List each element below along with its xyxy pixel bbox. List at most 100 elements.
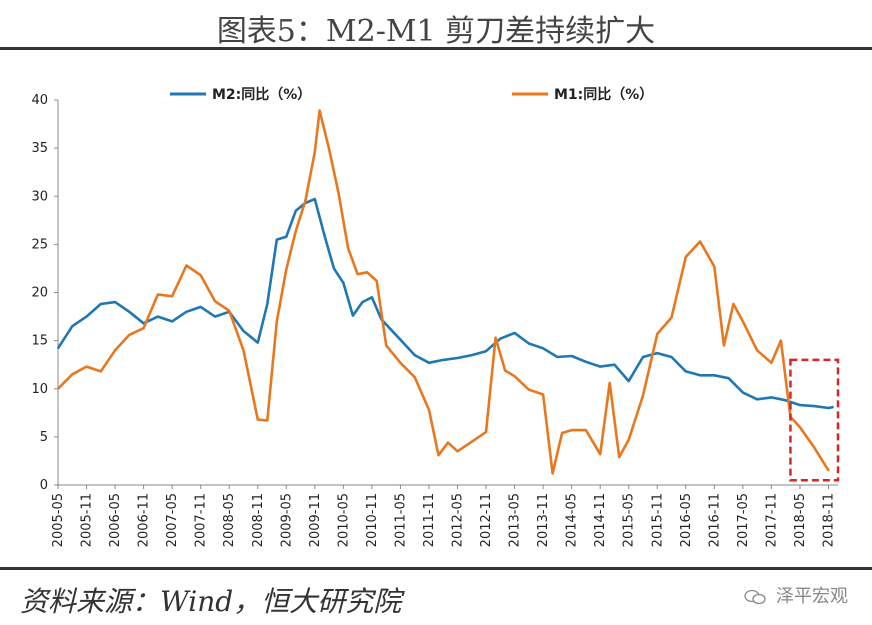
data-point-m1	[570, 429, 573, 431]
data-point-m1	[437, 454, 440, 457]
chart: 0 5 10 15 20 25 30 35 40 2005-05 2005-11 2006-05 200…	[31, 86, 840, 547]
data-point-m2	[242, 330, 245, 332]
highlight-layer	[789, 358, 840, 482]
data-point-m1	[670, 316, 673, 319]
data-point-m2	[485, 350, 487, 353]
data-point-m1	[542, 393, 544, 396]
x-tick-label: 2009-11	[308, 493, 323, 547]
data-point-m1	[114, 349, 116, 352]
data-point-m2	[770, 396, 773, 399]
data-point-m2	[428, 362, 430, 364]
data-point-m1	[780, 339, 782, 342]
x-tick-label: 2007-11	[194, 493, 209, 547]
data-point-m1	[428, 409, 430, 411]
data-point-m1	[57, 388, 59, 390]
x-tick-label: 2014-11	[593, 493, 608, 547]
y-tick-label: 25	[31, 237, 48, 252]
data-point-m1	[295, 230, 297, 232]
series-layer	[56, 109, 834, 475]
data-point-m2	[185, 311, 188, 313]
y-tick-label: 35	[31, 141, 48, 156]
x-tick-label: 2014-05	[565, 493, 580, 547]
data-point-m1	[713, 265, 716, 268]
y-tick-label: 15	[31, 334, 48, 349]
data-point-m2	[399, 338, 402, 341]
x-tick-label: 2010-05	[336, 493, 351, 547]
data-point-m2	[556, 356, 559, 358]
data-point-m2	[323, 234, 326, 236]
data-point-m1	[471, 440, 473, 443]
data-point-m2	[685, 370, 687, 373]
data-point-m2	[742, 391, 744, 394]
data-point-m2	[585, 361, 587, 363]
x-tick-label: 2006-05	[108, 493, 123, 547]
x-tick-label: 2005-05	[51, 493, 66, 547]
data-point-m1	[456, 450, 459, 453]
data-point-m1	[813, 446, 815, 449]
x-tick-label: 2013-11	[536, 493, 551, 547]
data-point-m1	[257, 418, 259, 421]
data-point-m1	[742, 320, 744, 323]
data-point-m2	[627, 380, 630, 382]
y-tick-label: 30	[31, 189, 48, 204]
data-point-m2	[128, 311, 131, 313]
data-point-m1	[157, 293, 159, 296]
data-point-m1	[642, 394, 644, 397]
data-point-m1	[185, 264, 188, 267]
data-point-m2	[352, 314, 354, 317]
data-point-m2	[295, 209, 297, 212]
x-tick-label: 2015-05	[622, 493, 637, 547]
x-tick-label: 2018-05	[793, 493, 808, 547]
data-point-m1	[827, 469, 830, 472]
data-point-m2	[171, 320, 173, 323]
highlight-box	[789, 358, 840, 482]
x-tick-label: 2013-05	[508, 493, 523, 547]
data-point-m2	[413, 354, 416, 356]
data-point-m2	[813, 405, 815, 407]
data-point-m1	[399, 362, 402, 364]
x-tick-label: 2017-05	[736, 493, 751, 547]
data-point-m1	[356, 273, 359, 275]
data-point-m1	[328, 148, 330, 150]
data-point-m2	[599, 365, 601, 368]
data-point-m2	[542, 347, 544, 350]
data-point-m1	[214, 300, 216, 302]
data-point-m1	[513, 375, 516, 378]
x-tick-label: 2018-11	[821, 493, 836, 547]
data-point-m1	[304, 200, 307, 202]
data-point-m2	[85, 315, 88, 318]
x-tick-label: 2007-05	[165, 493, 180, 547]
data-point-m2	[832, 406, 834, 408]
data-point-m1	[375, 280, 378, 282]
data-point-m1	[285, 268, 288, 271]
data-point-m1	[171, 295, 173, 298]
x-tick-label: 2009-05	[279, 493, 294, 547]
y-tick-label: 20	[31, 286, 48, 301]
data-point-m2	[756, 398, 758, 401]
data-point-m2	[266, 303, 269, 305]
data-point-m2	[456, 357, 459, 359]
data-point-m1	[366, 271, 368, 274]
x-tick-label: 2012-11	[479, 493, 494, 547]
legend-label: M2:同比（%）	[212, 86, 311, 103]
data-point-m2	[157, 315, 159, 318]
x-tick-label: 2016-05	[679, 493, 694, 547]
data-point-m2	[471, 354, 473, 356]
watermark: 泽平宏观	[744, 582, 848, 608]
data-point-m1	[685, 256, 687, 258]
data-point-m1	[347, 247, 349, 249]
data-point-m1	[551, 472, 554, 475]
data-point-m1	[318, 109, 321, 112]
data-point-m1	[756, 349, 758, 352]
data-point-m2	[314, 198, 316, 200]
top-rule	[0, 47, 872, 50]
bottom-rule	[0, 567, 872, 570]
data-point-m1	[314, 151, 316, 153]
data-point-m2	[642, 356, 644, 358]
data-point-m2	[371, 296, 373, 299]
axes: 0 5 10 15 20 25 30 35 40 2005-05 2005-11 2006-05 200…	[31, 93, 838, 547]
x-tick-label: 2008-05	[222, 493, 237, 547]
data-point-m1	[128, 334, 131, 336]
legend: M2:同比（%） M1:同比（%）	[170, 86, 653, 103]
data-point-m2	[656, 352, 659, 354]
